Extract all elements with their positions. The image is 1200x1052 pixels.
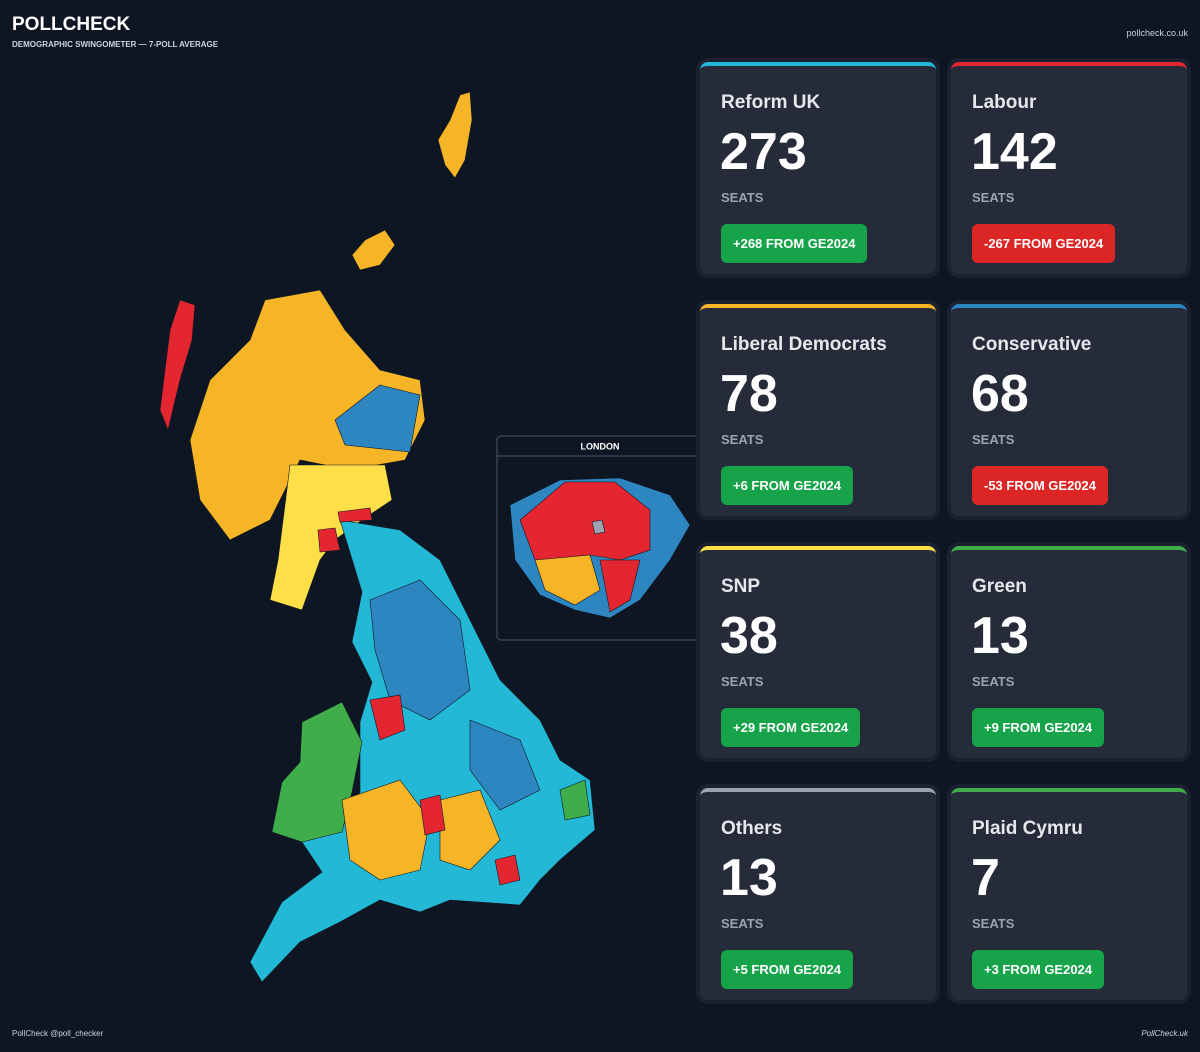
party-name: Green	[972, 576, 1027, 597]
subtitle: DEMOGRAPHIC SWINGOMETER — 7-POLL AVERAGE	[12, 40, 219, 49]
party-card: Labour 142 SEATS -267 FROM GE2024	[951, 62, 1187, 274]
change-badge: +268 FROM GE2024	[721, 224, 868, 263]
seat-count: 68	[971, 365, 1029, 423]
party-card: SNP 38 SEATS +29 FROM GE2024	[700, 546, 936, 758]
change-badge: -267 FROM GE2024	[972, 224, 1116, 263]
party-name: Conservative	[972, 334, 1092, 355]
seats-label: SEATS	[972, 916, 1015, 931]
party-name: Others	[721, 818, 783, 839]
change-badge: +6 FROM GE2024	[721, 466, 854, 505]
change-badge: +29 FROM GE2024	[721, 708, 861, 747]
seat-count: 13	[720, 849, 778, 907]
party-card: Liberal Democrats 78 SEATS +6 FROM GE2024	[700, 304, 936, 516]
party-name: Liberal Democrats	[721, 334, 887, 355]
inset-label: LONDON	[581, 441, 620, 451]
party-card: Conservative 68 SEATS -53 FROM GE2024	[951, 304, 1187, 516]
party-name: Reform UK	[721, 92, 821, 113]
seat-count: 13	[971, 607, 1029, 665]
map: LONDON	[159, 91, 700, 983]
seats-label: SEATS	[721, 674, 764, 689]
seat-count: 78	[720, 365, 778, 423]
party-name: SNP	[721, 576, 761, 597]
seat-count: 142	[971, 123, 1058, 181]
change-badge: +9 FROM GE2024	[972, 708, 1105, 747]
brand: POLLCHECK	[12, 14, 131, 35]
party-card: Plaid Cymru 7 SEATS +3 FROM GE2024	[951, 788, 1187, 1000]
seats-label: SEATS	[721, 916, 764, 931]
footer-left: PollCheck @poll_checker	[12, 1029, 104, 1038]
footer-right: PollCheck.uk	[1141, 1029, 1188, 1038]
change-badge: -53 FROM GE2024	[972, 466, 1108, 505]
change-badge: +3 FROM GE2024	[972, 950, 1105, 989]
seat-count: 273	[720, 123, 807, 181]
seat-count: 7	[971, 849, 1000, 907]
party-card: Others 13 SEATS +5 FROM GE2024	[700, 788, 936, 1000]
seats-label: SEATS	[972, 432, 1015, 447]
party-name: Plaid Cymru	[972, 818, 1083, 839]
seats-label: SEATS	[721, 432, 764, 447]
seat-count: 38	[720, 607, 778, 665]
seats-label: SEATS	[972, 190, 1015, 205]
change-badge: +5 FROM GE2024	[721, 950, 854, 989]
party-name: Labour	[972, 92, 1037, 113]
party-card: Green 13 SEATS +9 FROM GE2024	[951, 546, 1187, 758]
party-card: Reform UK 273 SEATS +268 FROM GE2024	[700, 62, 936, 274]
seats-label: SEATS	[721, 190, 764, 205]
seats-label: SEATS	[972, 674, 1015, 689]
site: pollcheck.co.uk	[1126, 28, 1188, 38]
